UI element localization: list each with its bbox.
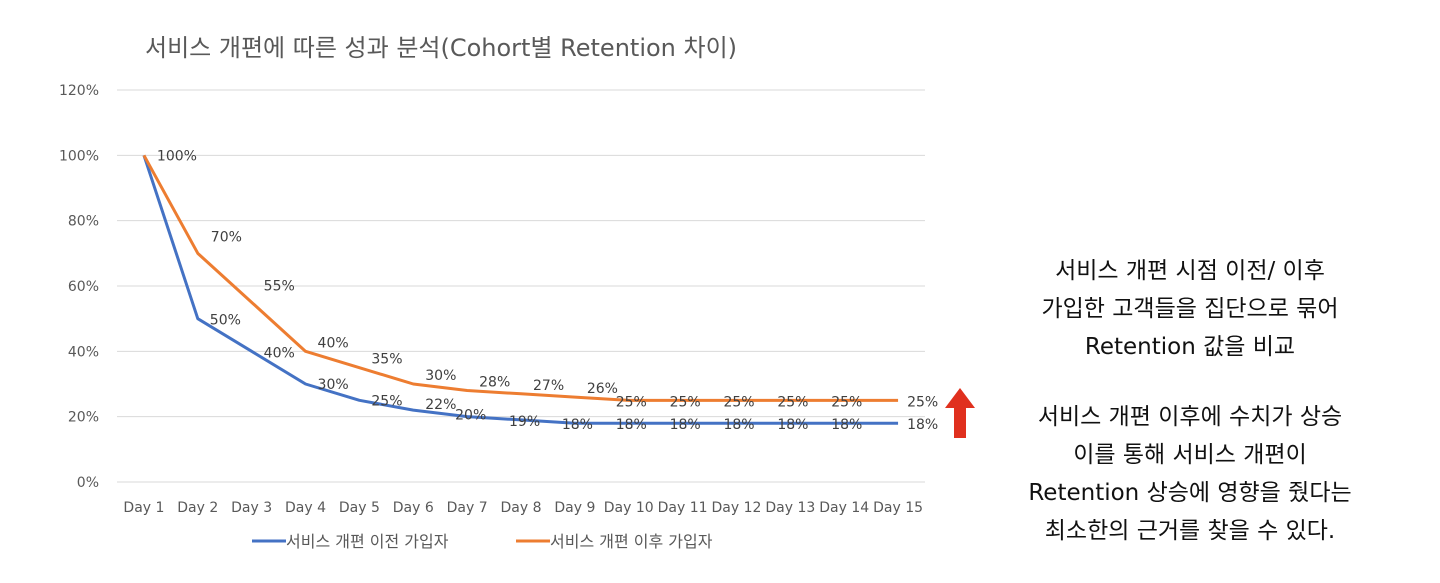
up-arrow-icon xyxy=(945,388,975,438)
x-tick-label: Day 5 xyxy=(339,500,380,516)
y-tick-label: 120% xyxy=(59,83,99,99)
x-tick-label: Day 15 xyxy=(873,500,923,516)
series-line-2 xyxy=(142,154,899,402)
x-tick-label: Day 12 xyxy=(712,500,762,516)
x-tick-label: Day 10 xyxy=(604,500,654,516)
x-tick-label: Day 1 xyxy=(123,500,164,516)
data-label: 18% xyxy=(777,417,808,433)
x-tick-label: Day 6 xyxy=(393,500,434,516)
data-label: 70% xyxy=(211,229,242,245)
data-label: 19% xyxy=(509,414,540,430)
note-line: 서비스 개편 시점 이전/ 이후 xyxy=(1055,258,1325,284)
y-tick-label: 20% xyxy=(68,410,99,426)
note-line: 이를 통해 서비스 개편이 xyxy=(1073,442,1307,468)
chart-title: 서비스 개편에 따른 성과 분석(Cohort별 Retention 차이) xyxy=(145,34,738,62)
note-block-1: 서비스 개편 시점 이전/ 이후 가입한 고객들을 집단으로 묶어 Retent… xyxy=(990,252,1390,366)
data-label: 55% xyxy=(264,278,295,294)
note-line: 가입한 고객들을 집단으로 묶어 xyxy=(1041,296,1339,322)
data-label: 25% xyxy=(371,393,402,409)
data-label: 100% xyxy=(157,148,197,164)
data-label: 25% xyxy=(616,394,647,410)
x-tick-label: Day 3 xyxy=(231,500,272,516)
data-label: 25% xyxy=(831,394,862,410)
data-label: 18% xyxy=(723,417,754,433)
x-tick-label: Day 4 xyxy=(285,500,326,516)
data-label: 30% xyxy=(425,368,456,384)
data-label: 25% xyxy=(670,394,701,410)
x-tick-label: Day 8 xyxy=(500,500,541,516)
data-label: 28% xyxy=(479,375,510,391)
note-line: 서비스 개편 이후에 수치가 상승 xyxy=(1037,404,1343,430)
data-label: 18% xyxy=(670,417,701,433)
data-label: 22% xyxy=(425,397,456,413)
y-tick-label: 60% xyxy=(68,279,99,295)
data-label: 25% xyxy=(907,394,938,410)
note-line: Retention 값을 비교 xyxy=(1084,334,1296,360)
x-tick-label: Day 2 xyxy=(177,500,218,516)
y-tick-label: 0% xyxy=(77,475,99,491)
note-line: Retention 상승에 영향을 줬다는 xyxy=(1028,480,1352,506)
data-label: 35% xyxy=(371,352,402,368)
note-block-2: 서비스 개편 이후에 수치가 상승 이를 통해 서비스 개편이 Retentio… xyxy=(990,398,1390,550)
data-label: 40% xyxy=(318,335,349,351)
y-tick-label: 40% xyxy=(68,344,99,360)
x-tick-label: Day 11 xyxy=(658,500,708,516)
data-label: 18% xyxy=(907,417,938,433)
data-label: 18% xyxy=(616,417,647,433)
y-tick-label: 100% xyxy=(59,148,99,164)
note-line: 최소한의 근거를 찾을 수 있다. xyxy=(1044,518,1336,544)
data-label: 40% xyxy=(264,345,295,361)
x-tick-label: Day 7 xyxy=(447,500,488,516)
data-label: 20% xyxy=(455,408,486,424)
legend-label-2: 서비스 개편 이후 가입자 xyxy=(550,532,713,551)
data-label: 18% xyxy=(562,417,593,433)
x-tick-label: Day 14 xyxy=(819,500,869,516)
x-tick-label: Day 9 xyxy=(554,500,595,516)
data-label: 26% xyxy=(587,381,618,397)
data-label: 25% xyxy=(723,394,754,410)
data-label: 27% xyxy=(533,378,564,394)
y-tick-label: 80% xyxy=(68,214,99,230)
data-label: 18% xyxy=(831,417,862,433)
data-label: 30% xyxy=(318,377,349,393)
x-tick-label: Day 13 xyxy=(765,500,815,516)
data-label: 25% xyxy=(777,394,808,410)
series-line-1 xyxy=(142,154,899,425)
data-label: 50% xyxy=(210,313,241,329)
legend-label-1: 서비스 개편 이전 가입자 xyxy=(286,532,449,551)
